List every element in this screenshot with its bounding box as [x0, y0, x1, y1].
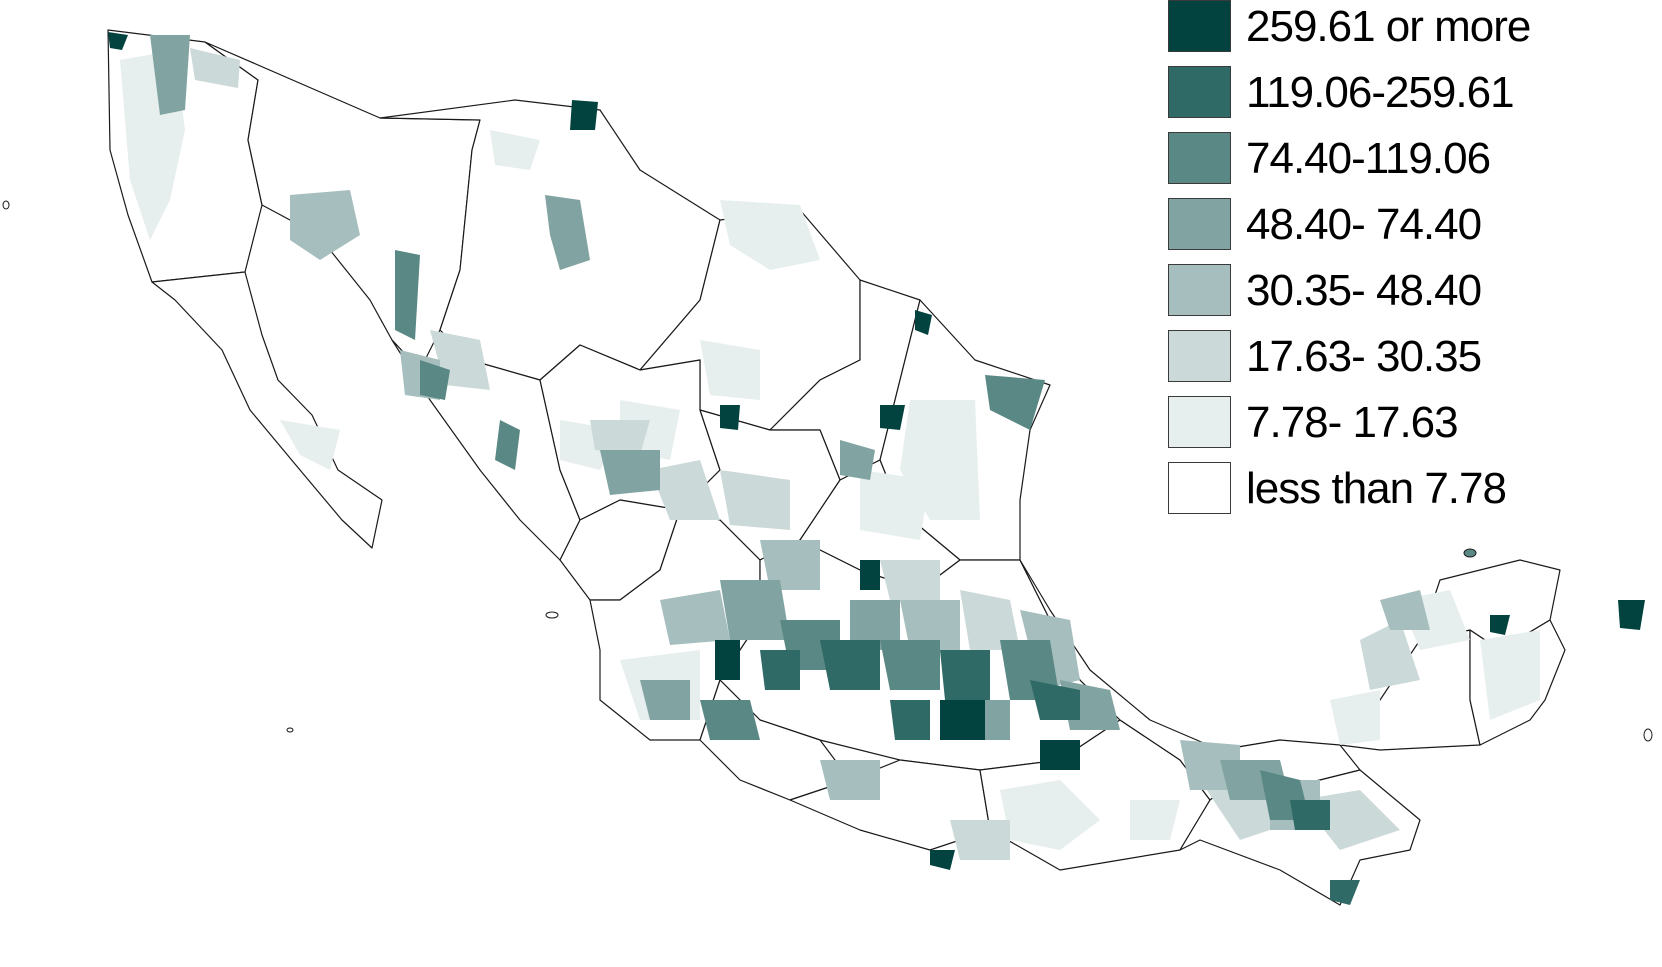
legend-swatch [1168, 330, 1231, 382]
legend-swatch [1168, 264, 1231, 316]
legend-label: 30.35- 48.40 [1246, 266, 1482, 315]
legend-swatch [1168, 66, 1231, 118]
legend-item: 30.35- 48.40 [1168, 264, 1658, 320]
legend-item: 74.40-119.06 [1168, 132, 1658, 188]
legend-swatch [1168, 396, 1231, 448]
legend-item: 7.78- 17.63 [1168, 396, 1658, 452]
legend-item: 259.61 or more [1168, 0, 1658, 56]
legend-label: 119.06-259.61 [1246, 68, 1515, 117]
legend-label: 48.40- 74.40 [1246, 200, 1482, 249]
legend-item: less than 7.78 [1168, 462, 1658, 518]
legend-swatch [1168, 0, 1231, 52]
legend-label: 74.40-119.06 [1246, 134, 1491, 183]
legend-item: 48.40- 74.40 [1168, 198, 1658, 254]
legend-label: 7.78- 17.63 [1246, 398, 1459, 447]
legend-item: 17.63- 30.35 [1168, 330, 1658, 386]
shaded-regions [108, 32, 1645, 905]
legend-label: 17.63- 30.35 [1246, 332, 1482, 381]
legend-swatch [1168, 462, 1231, 514]
baja-california-sur [151, 271, 383, 549]
islands [2, 200, 1653, 742]
legend-label: less than 7.78 [1246, 464, 1507, 513]
legend-swatch [1168, 198, 1231, 250]
legend-swatch [1168, 132, 1231, 184]
legend-label: 259.61 or more [1246, 2, 1531, 51]
legend-item: 119.06-259.61 [1168, 66, 1658, 122]
